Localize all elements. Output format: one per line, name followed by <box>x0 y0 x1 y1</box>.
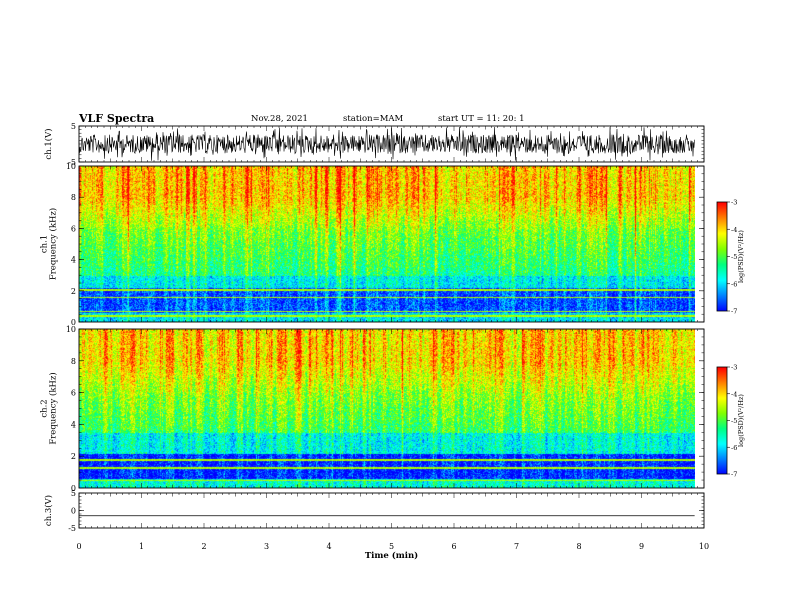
x-tick-label: 8 <box>576 542 581 551</box>
ch1-spectrogram-colorbar <box>717 202 727 311</box>
y-tick-label: 10 <box>66 325 76 334</box>
y-axis-label: Frequency (kHz) <box>48 208 59 280</box>
colorbar-label: log(PSD)(V²/Hz) <box>737 230 745 283</box>
y-tick-label: 5 <box>71 122 76 131</box>
ch1-waveform-trace <box>78 126 695 161</box>
x-tick-label: 0 <box>76 542 81 551</box>
station-label: station=MAM <box>343 114 404 124</box>
x-tick-label: 2 <box>201 542 206 551</box>
date-label: Nov.28, 2021 <box>251 114 308 124</box>
x-tick-label: 9 <box>639 542 644 551</box>
colorbar-tick-label: -4 <box>731 390 737 398</box>
y-axis-label: ch.2 <box>40 399 50 417</box>
y-tick-label: 6 <box>71 389 76 398</box>
x-axis-label: Time (min) <box>365 550 418 561</box>
colorbar-tick-label: -6 <box>731 444 737 452</box>
x-tick-label: 3 <box>264 542 269 551</box>
colorbar-tick-label: -7 <box>731 471 737 479</box>
x-tick-label: 10 <box>699 542 709 551</box>
ch1-spectrogram-image <box>79 166 695 322</box>
colorbar-tick-label: -4 <box>731 226 737 234</box>
y-tick-label: 8 <box>71 357 76 366</box>
axes-layer <box>78 125 730 529</box>
chart-title: VLF Spectra <box>79 112 155 125</box>
ch2-spectrogram-image <box>79 329 695 488</box>
y-axis-label: Frequency (kHz) <box>48 372 59 444</box>
y-tick-label: 2 <box>71 287 76 296</box>
colorbar-tick-label: -5 <box>731 253 737 261</box>
y-tick-label: 6 <box>71 224 76 233</box>
y-tick-label: 0 <box>71 484 76 493</box>
spectrogram-layer <box>79 166 727 488</box>
colorbar-tick-label: -7 <box>731 308 737 316</box>
colorbar-label: log(PSD)(V²/Hz) <box>737 394 745 447</box>
y-tick-label: -5 <box>68 524 76 533</box>
x-tick-label: 6 <box>451 542 456 551</box>
y-tick-label: 0 <box>71 318 76 327</box>
y-tick-label: 4 <box>71 420 76 429</box>
waveform-layer <box>78 126 695 517</box>
y-tick-label: 10 <box>66 162 76 171</box>
x-tick-label: 1 <box>139 542 144 551</box>
colorbar-tick-label: -5 <box>731 417 737 425</box>
x-tick-label: 4 <box>326 542 331 551</box>
colorbar-tick-label: -3 <box>731 199 737 207</box>
y-tick-label: 2 <box>71 452 76 461</box>
ch2-spectrogram-colorbar <box>717 367 727 474</box>
start-time-label: start UT = 11: 20: 1 <box>438 114 525 124</box>
y-axis-label: ch.1 <box>40 235 50 253</box>
y-tick-label: 8 <box>71 193 76 202</box>
y-tick-label: 5 <box>71 489 76 498</box>
y-tick-label: -5 <box>68 158 76 167</box>
ch3-waveform-frame <box>78 492 705 529</box>
y-axis-label: ch.1(V) <box>43 128 54 159</box>
y-tick-label: 0 <box>71 507 76 516</box>
y-tick-label: 4 <box>71 256 76 265</box>
colorbar-tick-label: -6 <box>731 280 737 288</box>
x-tick-label: 7 <box>514 542 519 551</box>
y-axis-label: ch.3(V) <box>43 495 54 526</box>
colorbar-tick-label: -3 <box>731 364 737 372</box>
x-tick-label: 5 <box>389 542 394 551</box>
